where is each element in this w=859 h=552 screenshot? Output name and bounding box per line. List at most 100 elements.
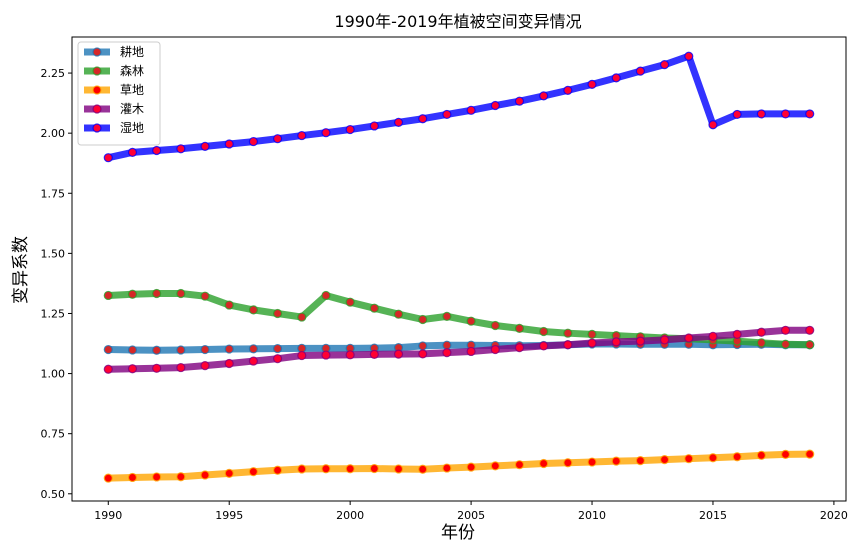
x-tick-label: 1995 bbox=[215, 509, 243, 522]
data-point bbox=[103, 344, 113, 355]
data-point bbox=[659, 60, 670, 70]
data-point bbox=[805, 109, 815, 119]
data-point bbox=[297, 130, 307, 141]
data-point bbox=[127, 472, 138, 483]
data-point bbox=[103, 153, 113, 163]
data-point bbox=[248, 356, 259, 366]
data-point bbox=[466, 462, 476, 472]
data-point bbox=[466, 105, 476, 115]
data-point bbox=[393, 464, 404, 474]
y-tick-label: 2.25 bbox=[41, 67, 66, 80]
data-point bbox=[805, 325, 815, 335]
legend-swatch-marker bbox=[92, 47, 102, 57]
series-1 bbox=[103, 339, 815, 355]
data-point bbox=[369, 303, 379, 313]
data-point bbox=[369, 121, 379, 131]
data-point bbox=[418, 314, 428, 325]
data-point bbox=[103, 364, 113, 374]
data-point bbox=[490, 320, 500, 331]
data-point bbox=[200, 361, 210, 371]
data-point bbox=[176, 345, 186, 355]
data-point bbox=[563, 340, 573, 350]
data-point bbox=[684, 454, 694, 464]
y-tick-label: 0.75 bbox=[41, 428, 66, 441]
data-point bbox=[587, 457, 597, 467]
data-point bbox=[345, 464, 355, 474]
legend-swatch-marker bbox=[92, 66, 102, 76]
legend-label: 森林 bbox=[120, 63, 144, 78]
data-point bbox=[442, 311, 452, 321]
data-point bbox=[659, 335, 670, 345]
data-point bbox=[732, 452, 742, 462]
data-point bbox=[248, 136, 259, 147]
data-point bbox=[587, 79, 597, 89]
data-point bbox=[805, 449, 815, 459]
x-tick-label: 2015 bbox=[699, 509, 727, 522]
data-point bbox=[272, 354, 283, 364]
data-point bbox=[321, 464, 331, 474]
data-point bbox=[345, 350, 355, 360]
data-point bbox=[708, 331, 718, 341]
x-tick-label: 2010 bbox=[578, 509, 606, 522]
x-axis-title: 年份 bbox=[441, 523, 475, 543]
data-point bbox=[756, 327, 766, 337]
data-point bbox=[272, 465, 283, 475]
data-point bbox=[490, 100, 500, 111]
data-point bbox=[490, 461, 500, 471]
data-point bbox=[176, 144, 186, 154]
data-point bbox=[756, 338, 766, 348]
y-axis-title: 变异系数 bbox=[11, 236, 31, 304]
data-point bbox=[514, 323, 525, 333]
data-point bbox=[418, 464, 428, 474]
x-tick-label: 2005 bbox=[457, 509, 485, 522]
data-point bbox=[684, 51, 694, 61]
data-point bbox=[635, 336, 646, 346]
data-point bbox=[611, 456, 621, 466]
data-point bbox=[224, 358, 234, 369]
data-point bbox=[514, 460, 525, 470]
legend-swatch-marker bbox=[92, 123, 102, 133]
data-point bbox=[539, 326, 549, 337]
data-point bbox=[248, 344, 259, 354]
legend-item: 灌木 bbox=[84, 102, 144, 116]
data-point bbox=[539, 91, 549, 101]
data-point bbox=[659, 455, 670, 465]
data-point bbox=[152, 145, 162, 156]
data-point bbox=[224, 468, 234, 478]
data-point bbox=[563, 85, 573, 95]
data-point bbox=[780, 325, 791, 335]
data-point bbox=[756, 450, 766, 460]
data-point bbox=[127, 289, 138, 299]
data-point bbox=[490, 344, 500, 355]
x-tick-label: 2000 bbox=[336, 509, 364, 522]
legend-label: 湿地 bbox=[120, 120, 144, 135]
data-point bbox=[393, 117, 404, 127]
data-point bbox=[272, 134, 283, 144]
data-point bbox=[224, 139, 234, 149]
y-tick-label: 1.50 bbox=[41, 247, 66, 260]
data-point bbox=[248, 305, 259, 315]
data-point bbox=[442, 463, 452, 473]
data-point bbox=[780, 109, 791, 119]
data-point bbox=[393, 349, 404, 359]
data-point bbox=[272, 343, 283, 354]
data-point bbox=[756, 109, 766, 119]
plot-frame bbox=[71, 36, 847, 502]
data-point bbox=[466, 316, 476, 326]
series-3 bbox=[103, 449, 815, 483]
data-point bbox=[200, 141, 210, 151]
data-point bbox=[563, 458, 573, 468]
data-point bbox=[369, 463, 379, 474]
data-point bbox=[176, 362, 186, 373]
axes-layer: 1990 1995 2000 2005 2010 2015 2020 0.50 0.75 1.00… bbox=[41, 36, 848, 522]
legend-item: 耕地 bbox=[84, 44, 144, 59]
legend-swatch-marker bbox=[92, 85, 102, 95]
data-point bbox=[248, 467, 259, 477]
x-tick-label: 1990 bbox=[94, 509, 122, 522]
data-point bbox=[297, 312, 307, 322]
data-point bbox=[539, 341, 549, 351]
data-point bbox=[805, 340, 815, 350]
legend-label: 耕地 bbox=[120, 44, 144, 59]
data-point bbox=[442, 340, 452, 350]
